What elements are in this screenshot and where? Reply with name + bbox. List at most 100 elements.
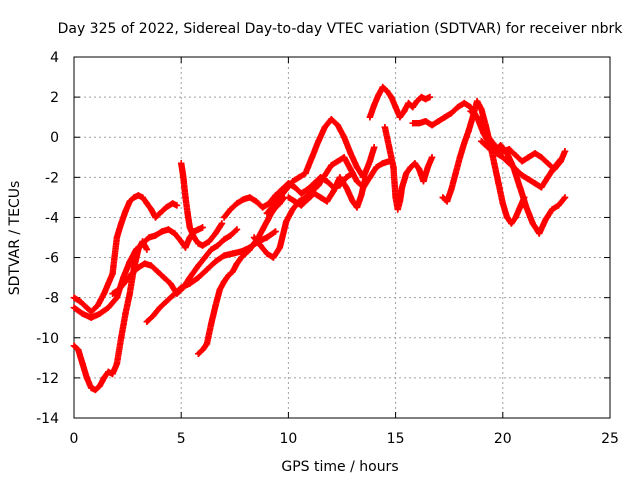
data-point: [283, 186, 290, 193]
data-point: [126, 290, 133, 297]
data-point: [203, 340, 211, 347]
data-point: [199, 224, 206, 231]
data-point: [87, 384, 95, 392]
data-point: [499, 154, 506, 161]
data-point: [551, 166, 558, 173]
data-point: [544, 174, 552, 181]
data-point: [283, 218, 290, 225]
data-point: [238, 254, 245, 261]
data-point: [152, 214, 159, 221]
data-point: [130, 194, 138, 201]
data-point: [94, 302, 101, 309]
data-point: [201, 254, 208, 261]
data-point: [295, 174, 303, 181]
data-point: [272, 192, 279, 199]
data-point: [538, 154, 545, 161]
data-point: [362, 174, 369, 181]
marks-layer: [70, 83, 569, 394]
data-point: [392, 103, 399, 111]
data-point: [96, 382, 103, 390]
data-point: [289, 178, 296, 185]
data-point: [212, 258, 219, 265]
data-point: [233, 260, 241, 267]
data-point: [227, 232, 234, 239]
data-point: [135, 264, 142, 271]
data-point: [229, 250, 236, 257]
data-point: [422, 117, 429, 125]
data-point: [536, 230, 543, 237]
data-point: [291, 184, 299, 191]
data-point: [117, 334, 125, 341]
data-point: [265, 200, 273, 207]
data-point: [122, 310, 129, 317]
data-point: [518, 158, 526, 165]
data-point: [349, 198, 356, 205]
y-tick-label: 2: [50, 90, 59, 106]
y-tick-label: -10: [36, 331, 59, 347]
data-point: [358, 192, 365, 199]
data-point: [328, 115, 335, 123]
data-point: [70, 294, 78, 301]
x-tick-label: 0: [70, 431, 79, 447]
data-point: [218, 220, 226, 227]
data-point: [113, 360, 121, 368]
data-point: [100, 290, 108, 297]
data-point: [113, 294, 121, 301]
data-point: [304, 186, 311, 193]
data-point: [195, 350, 202, 358]
series-track-15: [439, 97, 528, 227]
y-tick-label: -12: [36, 371, 59, 387]
data-point: [147, 262, 155, 269]
data-point: [353, 204, 361, 211]
data-point: [240, 196, 247, 203]
series-track-5: [143, 228, 279, 325]
data-point: [238, 248, 245, 255]
data-point: [353, 164, 361, 171]
data-point: [173, 202, 181, 209]
data-point: [518, 172, 526, 179]
data-point: [422, 95, 429, 103]
data-point: [263, 218, 271, 225]
data-point: [143, 200, 151, 207]
data-point: [145, 234, 153, 241]
data-point: [203, 266, 211, 273]
data-point: [135, 246, 142, 253]
data-point: [379, 160, 386, 167]
data-point: [147, 206, 155, 213]
data-point: [109, 270, 116, 277]
data-point: [561, 194, 569, 201]
data-point: [370, 101, 378, 109]
data-point: [478, 105, 485, 113]
data-point: [79, 310, 86, 317]
data-point: [178, 238, 185, 245]
data-point: [491, 148, 498, 155]
data-point: [499, 200, 506, 207]
data-point: [205, 238, 213, 245]
data-point: [555, 202, 562, 209]
series-track-10: [263, 115, 378, 217]
data-point: [233, 226, 241, 233]
data-point: [426, 93, 434, 101]
data-point: [394, 206, 401, 213]
data-point: [478, 138, 485, 145]
data-point: [491, 160, 498, 167]
data-point: [503, 214, 511, 221]
data-point: [353, 178, 361, 185]
data-point: [184, 210, 191, 217]
data-point: [250, 234, 258, 241]
data-point: [270, 254, 277, 261]
data-point: [263, 210, 271, 217]
x-tick-label: 10: [279, 431, 297, 447]
data-point: [323, 198, 331, 205]
data-point: [70, 342, 78, 349]
data-point: [499, 148, 506, 155]
data-point: [216, 286, 223, 293]
data-point: [263, 250, 271, 257]
y-tick-label: -14: [36, 411, 59, 427]
y-axis-label: SDTVAR / TECUs: [7, 181, 23, 296]
data-point: [480, 126, 487, 133]
series-track-3: [70, 238, 151, 394]
data-point: [199, 242, 206, 249]
series-markers: [195, 194, 288, 357]
data-point: [310, 180, 318, 187]
